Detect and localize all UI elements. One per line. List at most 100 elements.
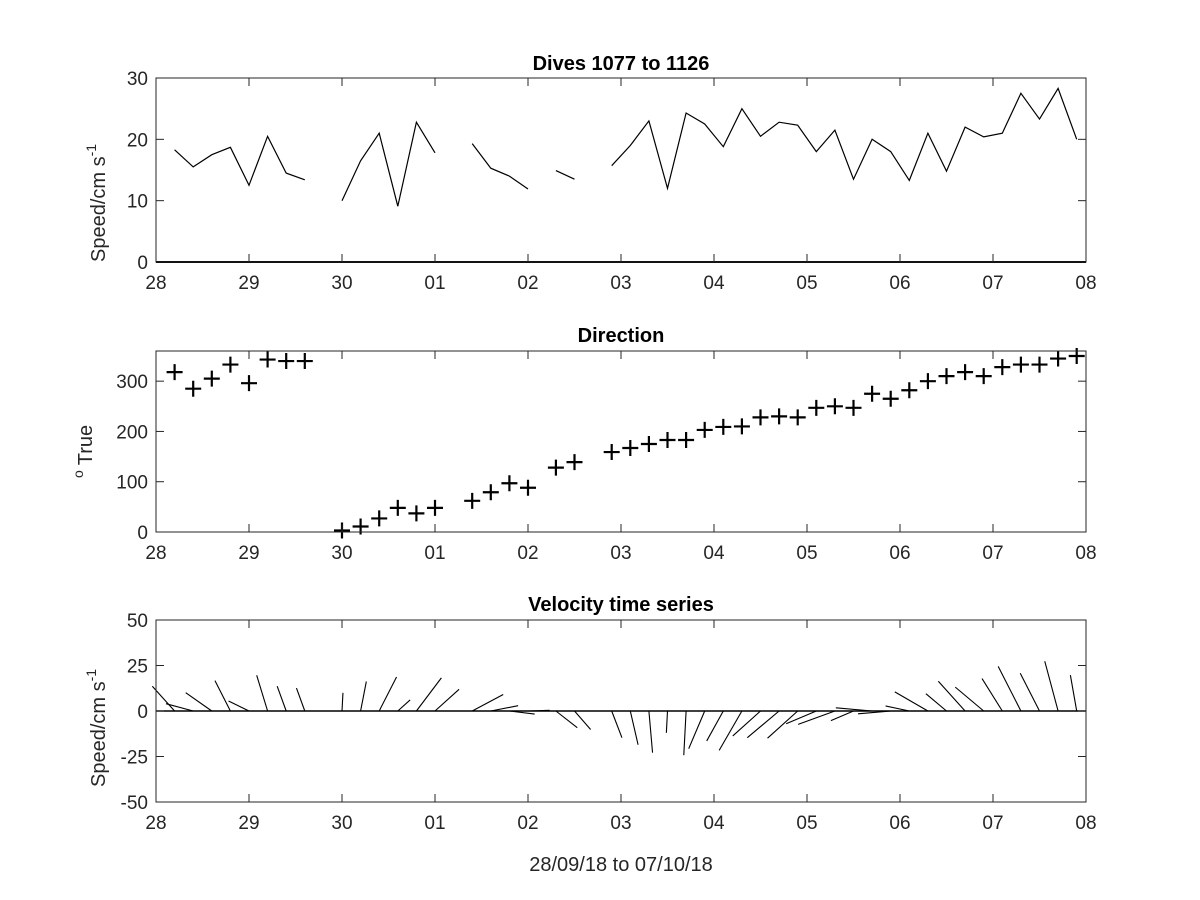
velocity-ylabel-sup: -1 [83, 669, 99, 682]
direction-point [427, 499, 443, 516]
direction-point [826, 398, 843, 415]
direction-point [1031, 356, 1048, 373]
velocity-stick [378, 676, 398, 712]
x-tick-label: 05 [796, 813, 817, 834]
y-tick-label: 0 [137, 702, 148, 723]
x-tick-label: 03 [610, 273, 631, 294]
direction-point [547, 459, 564, 476]
direction-point [566, 454, 583, 471]
x-tick-label: 05 [796, 543, 817, 564]
velocity-axes: 28 29 30 01 02 03 04 05 06 07 08 50 25 0 -25 -50 [121, 611, 1097, 834]
direction-point [482, 484, 499, 501]
velocity-stick [925, 693, 947, 712]
velocity-stick [1044, 661, 1059, 712]
velocity-stick [1069, 675, 1078, 712]
direction-point [771, 408, 788, 425]
direction-point [994, 359, 1011, 376]
velocity-xlabel: 28/09/18 to 07/10/18 [529, 854, 713, 876]
y-tick-label: 25 [127, 657, 148, 678]
x-tick-label: 05 [796, 273, 817, 294]
y-tick-label: -25 [121, 748, 148, 769]
velocity-stick [490, 705, 519, 712]
direction-point [864, 385, 881, 402]
direction-point [222, 356, 239, 373]
y-tick-label: 200 [116, 422, 148, 443]
direction-point [371, 510, 388, 527]
velocity-stick [937, 680, 966, 712]
velocity-stick [718, 710, 743, 751]
velocity-stick [471, 694, 504, 712]
velocity-stick [797, 710, 836, 725]
velocity-stick [228, 700, 250, 712]
velocity-stick [732, 710, 761, 737]
direction-point [203, 370, 220, 387]
speed-panel-title: Dives 1077 to 1126 [533, 53, 710, 75]
velocity-stick [954, 686, 985, 712]
x-tick-label: 28 [145, 273, 166, 294]
direction-point [975, 368, 992, 385]
speed-line [471, 143, 529, 190]
direction-point [259, 351, 276, 368]
x-tick-label: 02 [517, 813, 538, 834]
x-tick-label: 03 [610, 543, 631, 564]
direction-point [501, 475, 518, 492]
speed-axes: 28 29 30 01 02 03 04 05 06 07 08 0 10 20 30 [127, 69, 1097, 294]
velocity-stick [746, 710, 780, 739]
velocity-stick [683, 710, 687, 756]
y-tick-label: 0 [137, 253, 148, 274]
direction-point [1012, 356, 1029, 373]
x-tick-label: 29 [238, 273, 259, 294]
x-tick-label: 30 [331, 813, 352, 834]
velocity-stick [894, 691, 929, 712]
velocity-stick [858, 710, 891, 715]
direction-point [622, 440, 639, 457]
x-tick-label: 01 [424, 273, 445, 294]
direction-panel-title: Direction [578, 325, 665, 347]
x-tick-label: 28 [145, 813, 166, 834]
direction-point [185, 380, 202, 397]
velocity-stick [256, 675, 269, 712]
x-tick-label: 28 [145, 543, 166, 564]
velocity-stick [341, 692, 344, 712]
direction-point [166, 364, 183, 381]
velocity-stick [185, 692, 213, 712]
y-tick-label: -50 [121, 793, 148, 814]
direction-point [464, 492, 481, 509]
direction-point [296, 353, 313, 370]
direction-point [640, 436, 657, 453]
velocity-stick [785, 710, 817, 725]
velocity-stick [830, 710, 854, 722]
direction-point [696, 421, 713, 438]
velocity-stick [835, 707, 873, 712]
direction-panel: Direction 28 29 30 01 02 03 04 05 06 07 08 0 100 200 3… [70, 325, 1097, 564]
velocity-stick [360, 681, 367, 712]
velocity-stick [706, 710, 724, 742]
speed-line [341, 120, 436, 207]
direction-point [808, 399, 825, 416]
y-tick-label: 50 [127, 611, 148, 632]
velocity-stick [574, 710, 592, 730]
x-tick-label: 29 [238, 543, 259, 564]
direction-ylabel-text: True [75, 425, 97, 465]
direction-point [845, 399, 862, 416]
speed-ylabel: Speed/cm s-1 [83, 144, 110, 262]
direction-point [715, 418, 732, 435]
direction-point [1050, 350, 1067, 367]
velocity-stick [611, 710, 623, 738]
x-tick-label: 06 [889, 813, 910, 834]
direction-point [389, 499, 406, 516]
velocity-ylabel-text: Speed/cm s [88, 681, 110, 787]
velocity-stick [997, 666, 1022, 712]
velocity-stick [688, 710, 706, 749]
velocity-stick [1019, 672, 1040, 712]
velocity-stick [885, 705, 910, 712]
direction-point [901, 382, 918, 399]
x-tick-label: 07 [982, 543, 1003, 564]
velocity-stick [665, 710, 669, 733]
x-tick-label: 01 [424, 813, 445, 834]
velocity-stick [509, 710, 535, 715]
x-tick-label: 08 [1075, 543, 1096, 564]
x-tick-label: 04 [703, 813, 725, 834]
direction-point [278, 353, 295, 370]
direction-point [733, 418, 750, 435]
